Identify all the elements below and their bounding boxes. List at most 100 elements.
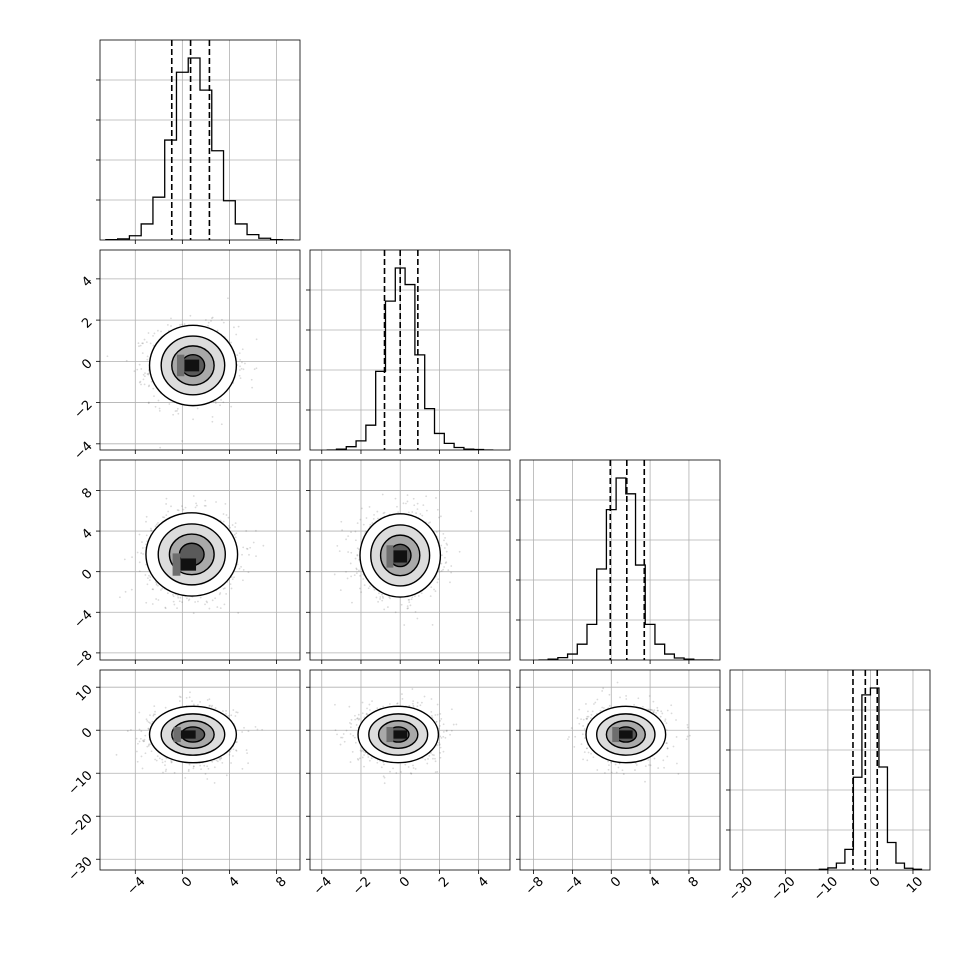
scatter-point	[253, 368, 256, 371]
scatter-point	[230, 341, 232, 344]
scatter-point	[155, 759, 158, 762]
scatter-point	[360, 591, 363, 594]
scatter-point	[184, 506, 187, 509]
scatter-point	[141, 547, 144, 549]
scatter-point	[412, 704, 415, 707]
scatter-point	[158, 757, 161, 760]
scatter-point	[237, 612, 240, 614]
scatter-point	[369, 523, 372, 526]
scatter-point	[170, 760, 172, 762]
scatter-point	[233, 533, 236, 536]
scatter-point	[350, 531, 352, 534]
scatter-point	[185, 696, 188, 699]
scatter-point	[206, 778, 209, 780]
scatter-point	[152, 588, 155, 591]
scatter-point	[420, 592, 423, 595]
scatter-point	[419, 704, 422, 707]
scatter-point	[137, 342, 140, 345]
scatter-point	[147, 727, 150, 730]
scatter-point	[151, 588, 154, 591]
scatter-point	[130, 729, 132, 731]
scatter-point	[172, 595, 175, 598]
scatter-point	[154, 710, 156, 713]
scatter-point	[443, 547, 446, 549]
scatter-point	[138, 345, 140, 348]
scatter-point	[445, 730, 448, 733]
scatter-point	[138, 533, 141, 536]
scatter-point	[138, 561, 141, 564]
scatter-point	[376, 707, 379, 710]
scatter-point	[244, 362, 246, 365]
scatter-point	[229, 750, 231, 753]
axes-frame	[99, 249, 301, 451]
scatter-point	[213, 766, 216, 769]
scatter-point	[142, 740, 145, 743]
scatter-point	[148, 384, 151, 387]
scatter-point	[347, 551, 350, 553]
panel-3-0	[96, 669, 301, 874]
scatter-point	[470, 510, 473, 513]
scatter-point	[192, 495, 195, 497]
scatter-point	[136, 760, 139, 763]
scatter-point	[207, 767, 210, 770]
scatter-point	[191, 700, 193, 703]
scatter-point	[340, 736, 342, 739]
scatter-point	[146, 583, 149, 586]
scatter-point	[178, 700, 181, 702]
scatter-point	[234, 536, 237, 539]
scatter-point	[232, 748, 235, 751]
scatter-point	[170, 317, 172, 320]
scatter-point	[406, 607, 409, 610]
scatter-point	[182, 508, 185, 511]
histogram-step	[326, 267, 494, 450]
scatter-point	[445, 542, 448, 545]
scatter-point	[155, 598, 157, 600]
axes-frame	[309, 249, 511, 451]
scatter-point	[209, 704, 211, 707]
scatter-point	[356, 554, 359, 557]
scatter-point	[435, 531, 438, 533]
scatter-point	[349, 562, 352, 565]
panel-1-0	[96, 249, 301, 454]
scatter-point	[218, 593, 221, 596]
scatter-point	[389, 597, 391, 600]
scatter-point	[214, 707, 217, 709]
scatter-point	[207, 321, 210, 324]
scatter-point	[214, 597, 217, 600]
scatter-point	[199, 764, 202, 767]
scatter-point	[245, 749, 248, 751]
scatter-point	[408, 601, 411, 604]
scatter-point	[154, 713, 156, 716]
scatter-point	[196, 407, 199, 410]
scatter-point	[158, 410, 161, 412]
scatter-point	[434, 590, 437, 593]
scatter-point	[164, 760, 167, 763]
scatter-point	[145, 520, 147, 523]
scatter-point	[138, 740, 141, 743]
panel-2-1	[306, 459, 511, 664]
scatter-point	[411, 688, 414, 690]
scatter-point	[211, 420, 214, 423]
scatter-point	[351, 601, 353, 604]
scatter-point	[163, 516, 166, 519]
scatter-point	[187, 768, 190, 771]
scatter-point	[145, 515, 148, 518]
scatter-point	[144, 574, 147, 576]
scatter-point	[397, 511, 400, 514]
scatter-point	[395, 772, 398, 774]
scatter-point	[396, 505, 398, 508]
scatter-point	[336, 733, 338, 736]
scatter-point	[150, 529, 153, 532]
scatter-point	[135, 737, 138, 740]
scatter-point	[440, 515, 442, 518]
panel-0-0	[96, 39, 301, 244]
scatter-point	[142, 378, 145, 381]
scatter-point	[359, 518, 362, 521]
scatter-point	[152, 334, 154, 337]
scatter-point	[230, 714, 233, 717]
scatter-point	[179, 323, 181, 326]
scatter-point	[231, 578, 234, 581]
scatter-point	[363, 584, 366, 587]
scatter-point	[458, 550, 461, 553]
scatter-point	[133, 370, 136, 373]
